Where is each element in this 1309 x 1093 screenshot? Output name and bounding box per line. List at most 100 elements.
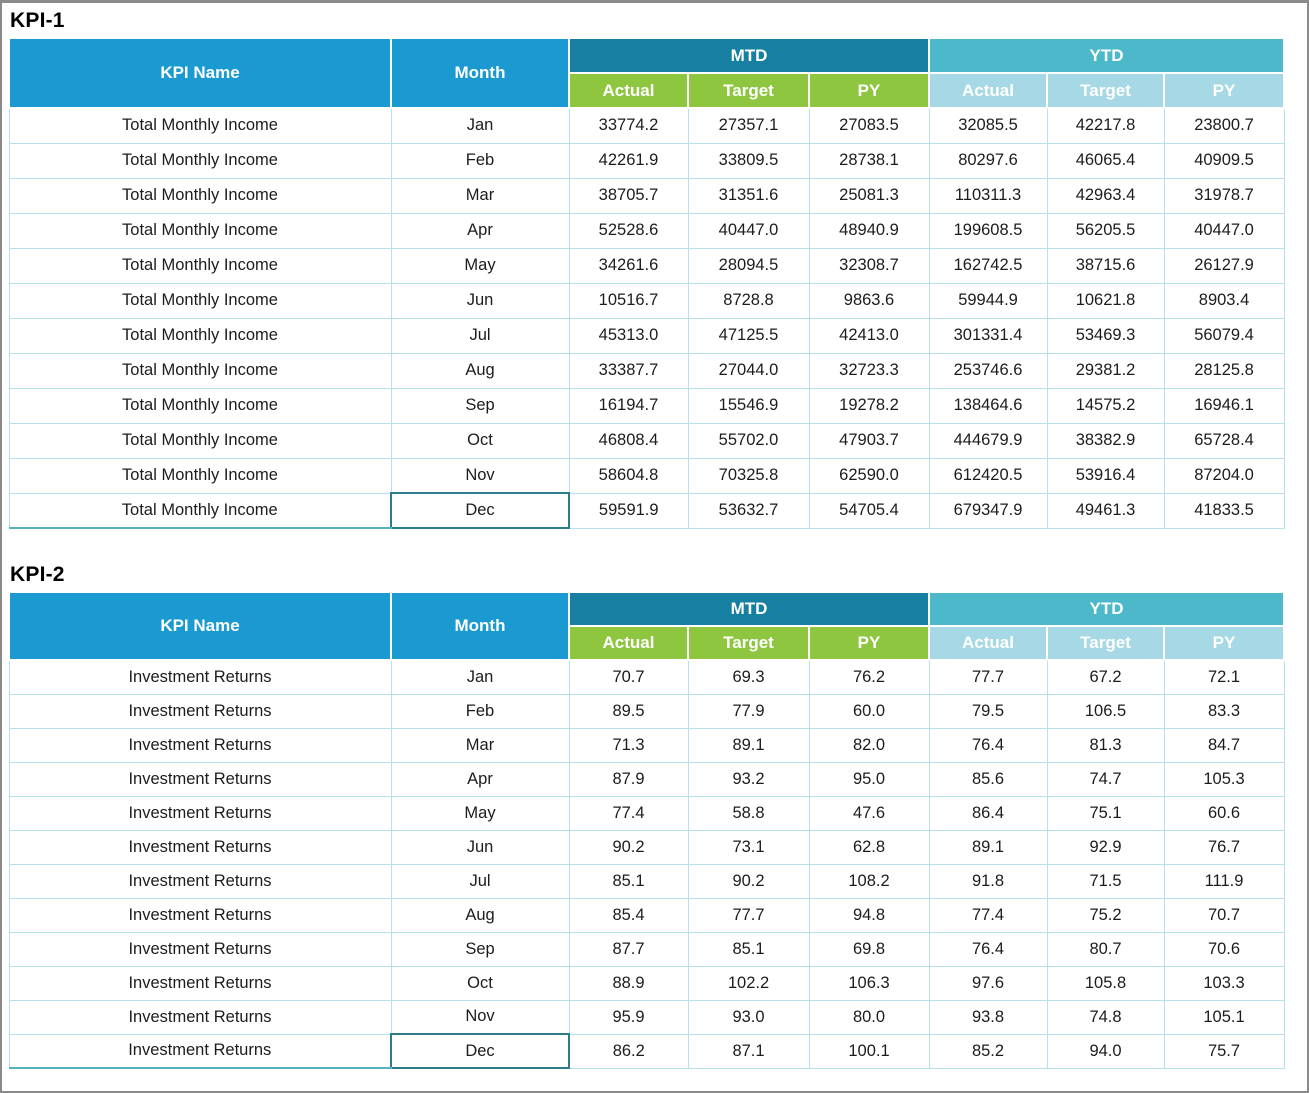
kpi-name-cell[interactable]: Investment Returns — [8, 795, 392, 831]
value-cell[interactable]: 77.7 — [687, 897, 810, 933]
kpi-name-cell[interactable]: Total Monthly Income — [8, 387, 392, 424]
value-cell[interactable]: 32723.3 — [808, 352, 930, 389]
value-cell[interactable]: 8728.8 — [687, 282, 810, 319]
month-cell[interactable]: Apr — [390, 212, 570, 249]
value-cell[interactable]: 56079.4 — [1163, 317, 1285, 354]
value-cell[interactable]: 74.7 — [1046, 761, 1165, 797]
value-cell[interactable]: 138464.6 — [928, 387, 1048, 424]
value-cell[interactable]: 32308.7 — [808, 247, 930, 284]
month-cell[interactable]: Oct — [390, 422, 570, 459]
value-cell[interactable]: 28738.1 — [808, 142, 930, 179]
value-cell[interactable]: 15546.9 — [687, 387, 810, 424]
value-cell[interactable]: 53469.3 — [1046, 317, 1165, 354]
value-cell[interactable]: 38715.6 — [1046, 247, 1165, 284]
kpi-name-cell[interactable]: Total Monthly Income — [8, 107, 392, 144]
value-cell[interactable]: 79.5 — [928, 693, 1048, 729]
month-cell[interactable]: Oct — [390, 965, 570, 1001]
value-cell[interactable]: 103.3 — [1163, 965, 1285, 1001]
kpi-name-cell[interactable]: Investment Returns — [8, 659, 392, 695]
value-cell[interactable]: 75.2 — [1046, 897, 1165, 933]
header-mtd-actual[interactable]: Actual — [568, 625, 689, 661]
header-mtd-py[interactable]: PY — [807, 72, 931, 109]
value-cell[interactable]: 86.4 — [928, 795, 1048, 831]
value-cell[interactable]: 70.7 — [568, 659, 689, 695]
value-cell[interactable]: 75.1 — [1046, 795, 1165, 831]
value-cell[interactable]: 27083.5 — [808, 107, 930, 144]
month-cell[interactable]: Nov — [390, 457, 570, 494]
value-cell[interactable]: 69.8 — [808, 931, 930, 967]
value-cell[interactable]: 110311.3 — [928, 177, 1048, 214]
header-mtd-target[interactable]: Target — [687, 72, 810, 109]
value-cell[interactable]: 93.8 — [928, 999, 1048, 1035]
value-cell[interactable]: 92.9 — [1046, 829, 1165, 865]
value-cell[interactable]: 81.3 — [1046, 727, 1165, 763]
value-cell[interactable]: 199608.5 — [928, 212, 1048, 249]
value-cell[interactable]: 76.7 — [1163, 829, 1285, 865]
value-cell[interactable]: 679347.9 — [928, 492, 1048, 529]
value-cell[interactable]: 8903.4 — [1163, 282, 1285, 319]
value-cell[interactable]: 47125.5 — [687, 317, 810, 354]
value-cell[interactable]: 42261.9 — [568, 142, 689, 179]
month-cell[interactable]: Feb — [390, 693, 570, 729]
value-cell[interactable]: 162742.5 — [928, 247, 1048, 284]
month-cell[interactable]: Jul — [390, 863, 570, 899]
kpi-name-cell[interactable]: Investment Returns — [8, 693, 392, 729]
value-cell[interactable]: 58604.8 — [568, 457, 689, 494]
value-cell[interactable]: 90.2 — [687, 863, 810, 899]
value-cell[interactable]: 85.1 — [568, 863, 689, 899]
value-cell[interactable]: 42217.8 — [1046, 107, 1165, 144]
value-cell[interactable]: 70.6 — [1163, 931, 1285, 967]
value-cell[interactable]: 102.2 — [687, 965, 810, 1001]
value-cell[interactable]: 33809.5 — [687, 142, 810, 179]
month-cell[interactable]: Dec — [390, 492, 570, 529]
value-cell[interactable]: 80297.6 — [928, 142, 1048, 179]
value-cell[interactable]: 25081.3 — [808, 177, 930, 214]
value-cell[interactable]: 90.2 — [568, 829, 689, 865]
value-cell[interactable]: 59944.9 — [928, 282, 1048, 319]
value-cell[interactable]: 46808.4 — [568, 422, 689, 459]
value-cell[interactable]: 19278.2 — [808, 387, 930, 424]
value-cell[interactable]: 46065.4 — [1046, 142, 1165, 179]
value-cell[interactable]: 60.6 — [1163, 795, 1285, 831]
value-cell[interactable]: 29381.2 — [1046, 352, 1165, 389]
value-cell[interactable]: 10621.8 — [1046, 282, 1165, 319]
value-cell[interactable]: 111.9 — [1163, 863, 1285, 899]
header-ytd-target[interactable]: Target — [1046, 72, 1166, 109]
header-ytd-py[interactable]: PY — [1163, 72, 1286, 109]
kpi-name-cell[interactable]: Total Monthly Income — [8, 492, 392, 529]
month-cell[interactable]: Mar — [390, 727, 570, 763]
kpi-name-cell[interactable]: Total Monthly Income — [8, 317, 392, 354]
value-cell[interactable]: 77.4 — [568, 795, 689, 831]
value-cell[interactable]: 40447.0 — [687, 212, 810, 249]
value-cell[interactable]: 23800.7 — [1163, 107, 1285, 144]
value-cell[interactable]: 27357.1 — [687, 107, 810, 144]
value-cell[interactable]: 75.7 — [1163, 1033, 1285, 1069]
header-mtd-actual[interactable]: Actual — [568, 72, 689, 109]
value-cell[interactable]: 80.0 — [808, 999, 930, 1035]
value-cell[interactable]: 59591.9 — [568, 492, 689, 529]
header-kpi-name[interactable]: KPI Name — [8, 37, 392, 109]
kpi-name-cell[interactable]: Investment Returns — [8, 897, 392, 933]
kpi-name-cell[interactable]: Total Monthly Income — [8, 457, 392, 494]
value-cell[interactable]: 33774.2 — [568, 107, 689, 144]
month-cell[interactable]: Aug — [390, 897, 570, 933]
value-cell[interactable]: 94.8 — [808, 897, 930, 933]
value-cell[interactable]: 31978.7 — [1163, 177, 1285, 214]
header-month[interactable]: Month — [390, 37, 570, 109]
kpi-name-cell[interactable]: Investment Returns — [8, 931, 392, 967]
value-cell[interactable]: 26127.9 — [1163, 247, 1285, 284]
value-cell[interactable]: 91.8 — [928, 863, 1048, 899]
value-cell[interactable]: 97.6 — [928, 965, 1048, 1001]
header-ytd-group[interactable]: YTD — [928, 37, 1286, 74]
kpi-name-cell[interactable]: Total Monthly Income — [8, 142, 392, 179]
value-cell[interactable]: 38382.9 — [1046, 422, 1165, 459]
value-cell[interactable]: 82.0 — [808, 727, 930, 763]
value-cell[interactable]: 106.5 — [1046, 693, 1165, 729]
value-cell[interactable]: 70.7 — [1163, 897, 1285, 933]
value-cell[interactable]: 9863.6 — [808, 282, 930, 319]
value-cell[interactable]: 105.8 — [1046, 965, 1165, 1001]
value-cell[interactable]: 87.9 — [568, 761, 689, 797]
value-cell[interactable]: 41833.5 — [1163, 492, 1285, 529]
value-cell[interactable]: 69.3 — [687, 659, 810, 695]
month-cell[interactable]: Apr — [390, 761, 570, 797]
